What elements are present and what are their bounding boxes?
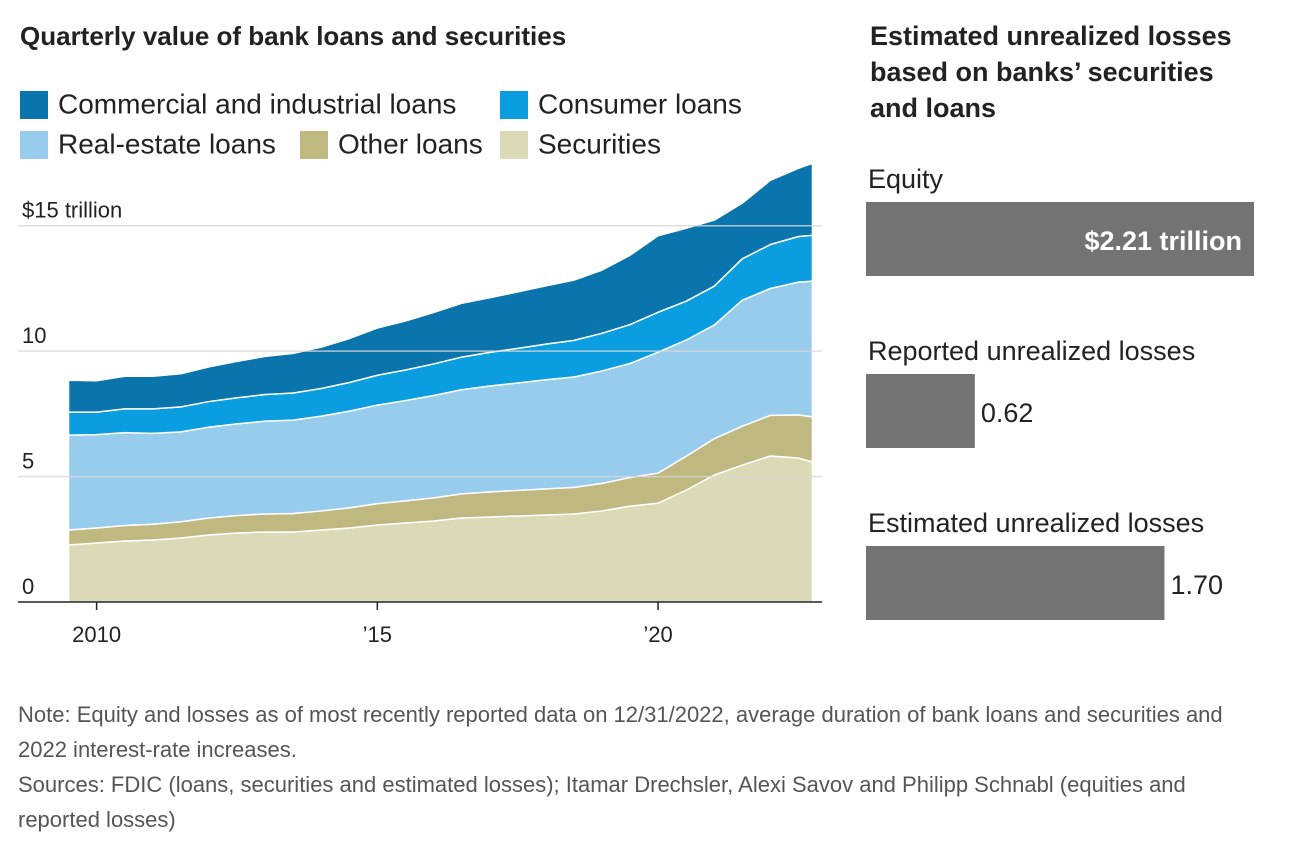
y-tick-label: 10 [22, 323, 46, 348]
legend-label: Real-estate loans [58, 128, 276, 159]
legend-label: Securities [538, 128, 661, 159]
category-label: Estimated unrealized losses [868, 508, 1204, 538]
notes: Note: Equity and losses as of most recen… [18, 697, 1258, 837]
bar [866, 374, 975, 448]
legend-label: Consumer loans [538, 88, 742, 119]
legend-label: Commercial and industrial loans [58, 88, 456, 119]
legend-swatch [20, 131, 48, 159]
value-label: 0.62 [981, 398, 1034, 428]
chart-title: Quarterly value of bank loans and securi… [20, 21, 566, 51]
category-label: Reported unrealized losses [868, 336, 1195, 366]
x-tick-label: 2010 [72, 622, 121, 647]
area [67, 162, 814, 413]
note: Note: Equity and losses as of most recen… [18, 702, 1223, 762]
chart-title: Estimated unrealized losses based on ban… [870, 21, 1232, 123]
x-tick-label: ’20 [643, 622, 672, 647]
source: Sources: FDIC (loans, securities and est… [18, 772, 1186, 832]
bar [866, 202, 1254, 276]
value-label: $2.21 trillion [1084, 226, 1242, 256]
legend-swatch [500, 131, 528, 159]
value-label: 1.70 [1170, 570, 1223, 600]
y-tick-label: 0 [22, 574, 34, 599]
legend-swatch [20, 91, 48, 119]
y-tick-label: $15 trillion [22, 198, 122, 223]
y-tick-label: 5 [22, 448, 34, 473]
legend-label: Other loans [338, 128, 483, 159]
bar [866, 546, 1165, 620]
legend-swatch [300, 131, 328, 159]
category-label: Equity [868, 164, 944, 194]
x-tick-label: ’15 [363, 622, 392, 647]
legend-swatch [500, 91, 528, 119]
